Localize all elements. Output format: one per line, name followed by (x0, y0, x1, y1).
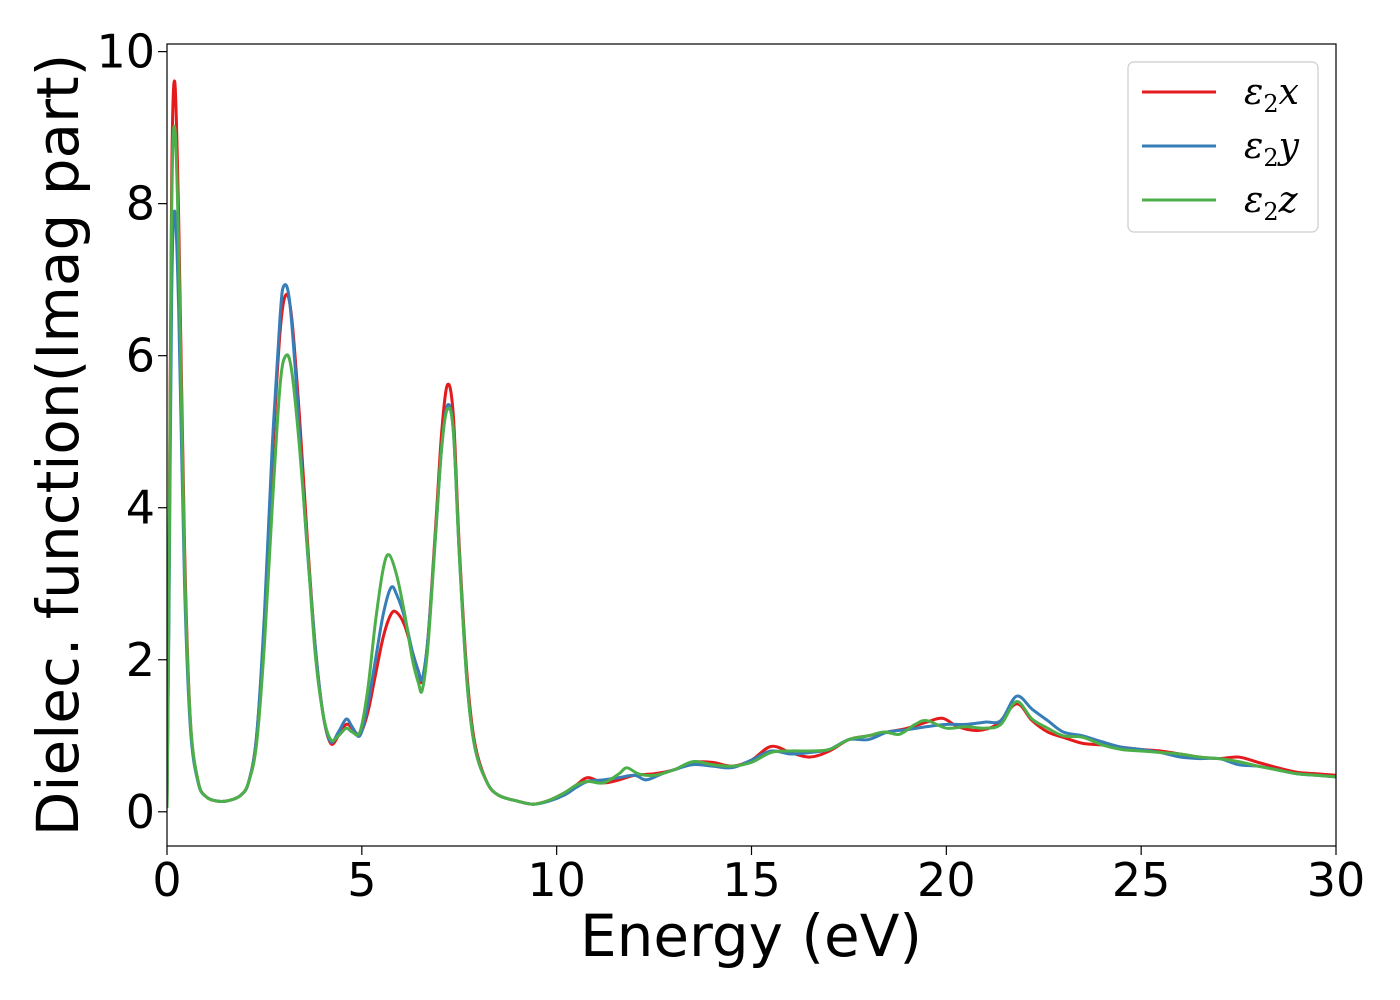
legend-label-2: ε2y (1244, 126, 1300, 172)
x-tick-label: 15 (722, 853, 781, 907)
legend-box (1127, 61, 1319, 233)
y-tick-label: 10 (96, 25, 155, 79)
x-axis-ticks: 0 5 10 15 20 25 30 (152, 846, 1365, 907)
x-axis-title: Energy (eV) (580, 902, 922, 970)
x-tick-label: 5 (347, 853, 376, 907)
x-tick-label: 0 (152, 853, 181, 907)
plot-lines (167, 79, 1336, 809)
x-tick-label: 30 (1307, 853, 1366, 907)
y-tick-label: 6 (126, 329, 155, 383)
y-tick-label: 2 (126, 633, 155, 687)
x-tick-label: 20 (917, 853, 976, 907)
y-tick-label: 8 (126, 177, 155, 231)
y-axis-ticks: 0 2 4 6 8 10 (96, 25, 167, 839)
legend-label-1: ε2x (1244, 72, 1299, 118)
y-tick-label: 0 (126, 785, 155, 839)
x-tick-label: 25 (1112, 853, 1171, 907)
y-axis-title: Dielec. function(Imag part) (24, 54, 92, 837)
series-line-3 (167, 124, 1336, 809)
y-tick-label: 4 (126, 481, 155, 535)
legend: ε2x ε2y ε2z (1127, 61, 1319, 233)
series-line-2 (167, 209, 1336, 809)
legend-label-3: ε2z (1244, 180, 1299, 226)
x-tick-label: 10 (527, 853, 586, 907)
